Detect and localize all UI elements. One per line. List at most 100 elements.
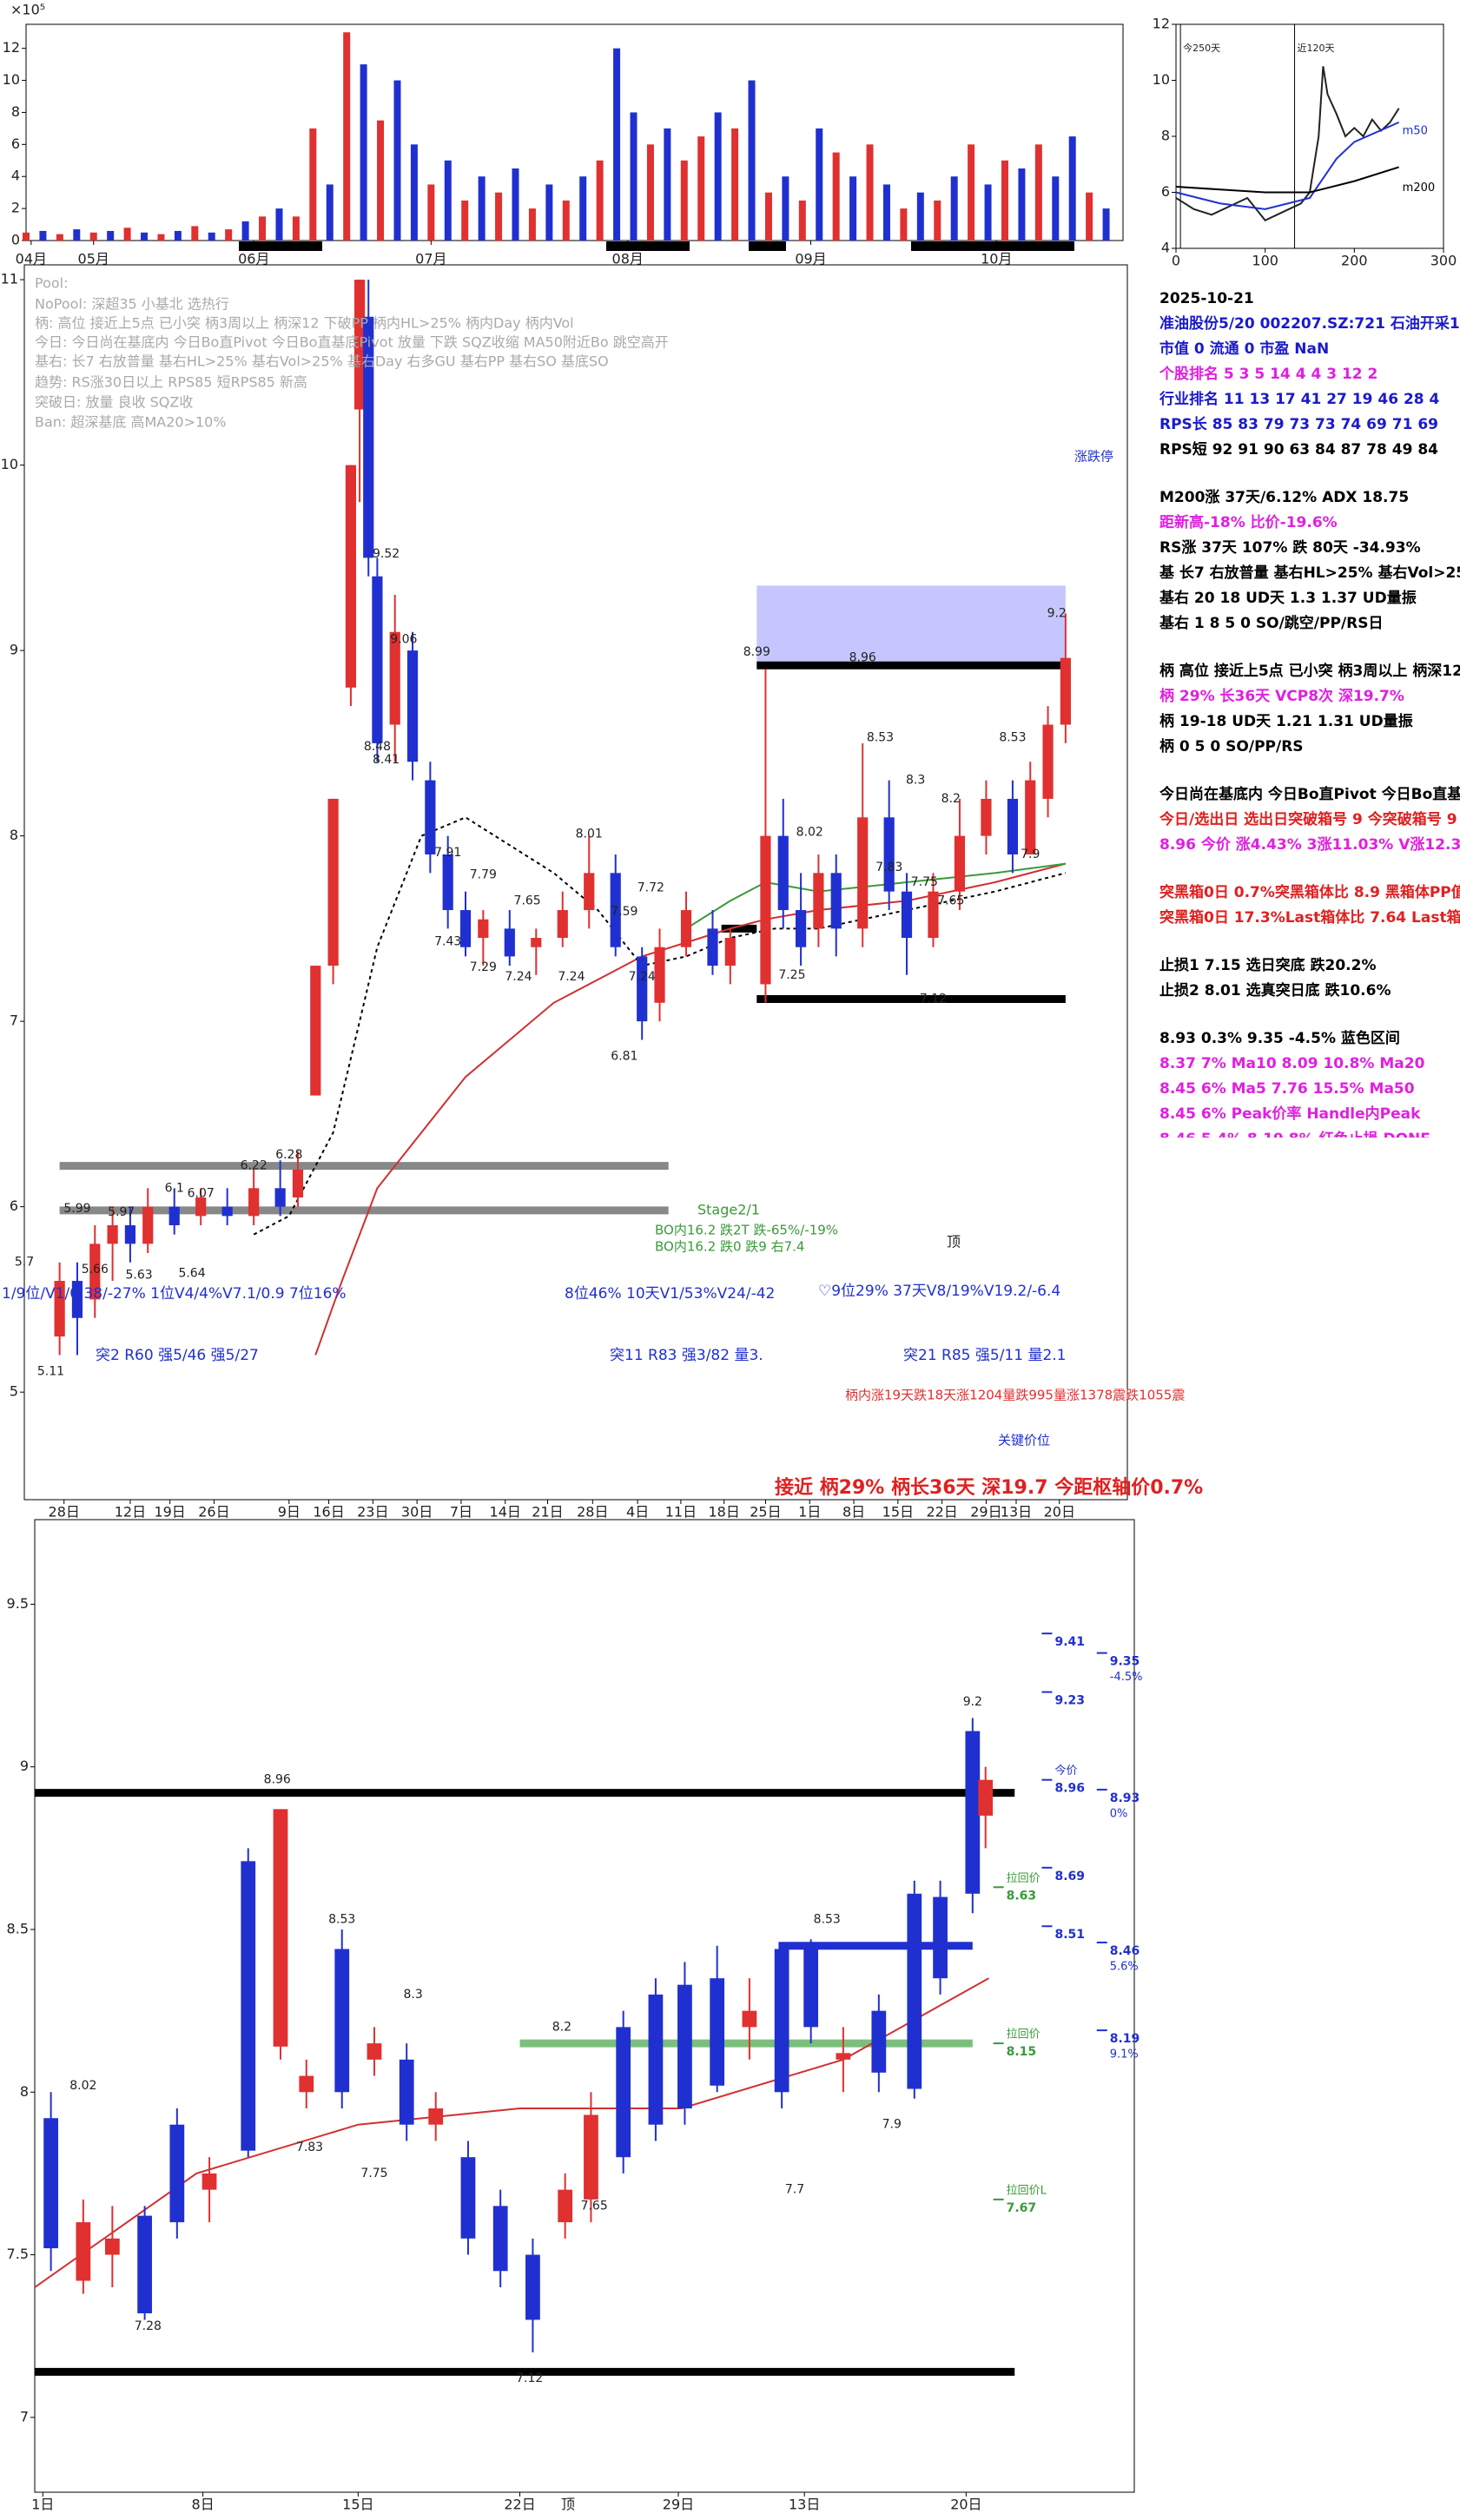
info-group: 8.93 0.3% 9.35 -4.5% 蓝色区间 8.37 7% Ma10 8… [1159,1026,1460,1138]
annotation: 今日: 今日尚在基底内 今日Bo直Pivot 今日Bo直基底Pivot 放量 下… [35,334,669,351]
candle-body [399,2059,414,2125]
annotation: 顶 [561,2497,575,2513]
volume-bar [1018,168,1026,241]
y-tick-label: 7 [20,2408,29,2424]
volume-bar [1068,136,1076,241]
x-tick-label: 13日 [1001,1504,1032,1521]
candle-body [54,1281,65,1337]
info-line: RPS长 85 83 79 73 73 74 69 71 69 [1159,416,1438,433]
price-label: 5.66 [82,1263,109,1276]
price-label: 7.91 [434,846,461,860]
price-label: 8.53 [999,730,1026,744]
x-tick-label: 1日 [31,2497,54,2513]
info-line: 基 长7 右放普量 基右HL>25% 基右Vol>25% [1159,564,1460,582]
x-tick-label: 11日 [665,1504,697,1521]
plot-frame [23,264,1128,1501]
price-label: 7.65 [937,894,964,907]
x-tick-label: 13日 [789,2497,820,2513]
volume-bar [275,208,283,241]
price-label: 5.63 [125,1269,152,1283]
x-tick-label: 14日 [490,1504,521,1521]
candle-body [389,631,400,725]
volume-bar [1001,160,1008,241]
volume-bar [461,200,469,241]
candle-body [531,938,542,947]
candle-body [428,2108,444,2125]
candle-body [478,919,489,939]
price-label: 5.11 [37,1365,64,1379]
candle-body [610,873,621,947]
y-tick-label: 10 [1,456,18,472]
info-line: 准油股份5/20 002207.SZ:721 石油开采11 [1159,315,1460,333]
volume-bar [916,192,924,241]
pull-mark-value: 8.63 [1007,1889,1037,1903]
x-tick-label: 8日 [192,2497,215,2513]
info-line: RPS短 92 91 90 63 84 87 78 49 84 [1159,441,1438,458]
candle-body [954,835,966,892]
volume-bar [326,184,334,241]
price-label: 9.06 [390,632,417,646]
candle-body [901,891,913,939]
annotation: 突11 R83 强3/82 量3. [610,1347,763,1364]
x-tick-label: 29日 [663,2497,694,2513]
info-line: 柄 高位 接近上5点 已小突 柄3周以上 柄深12 [1159,663,1460,680]
volume-bar [664,128,671,241]
annotation: BO内16.2 跌0 跌9 右7.4 [655,1239,804,1255]
x-tick-label: 4日 [626,1504,649,1521]
info-line: 突黑箱0日 17.3%Last箱体比 7.64 Last箱体P [1159,909,1460,927]
candle-body [363,316,374,558]
volume-bar [292,216,300,241]
candle-body [710,1978,725,2086]
info-line: 行业排名 11 13 17 41 27 19 46 28 4 [1159,391,1440,408]
candle-body [883,817,895,892]
y-tick-label: 7.5 [7,2246,29,2262]
info-group: 柄 高位 接近上5点 已小突 柄3周以上 柄深12 柄 29% 长36天 VCP8… [1159,659,1460,760]
pull-mark-value: 7.67 [1007,2201,1037,2215]
pull-mark-label: 拉回价 [1007,2029,1040,2042]
candle-body [760,835,771,985]
info-line: 突黑箱0日 0.7%突黑箱体比 8.9 黑箱体PP值 [1159,884,1460,901]
price-label: 8.2 [552,2020,571,2034]
y-tick-label: 9 [10,642,18,658]
y-tick-label: 2 [11,200,20,216]
pct-mark-value: 8.46 [1110,1944,1140,1958]
candle-body [327,798,339,966]
volume-bar [107,230,115,241]
price-label: 6.1 [165,1181,184,1195]
x-tick-label: 26日 [198,1504,229,1521]
x-tick-label: 10月 [981,251,1012,267]
annotation: 趋势: RS涨30日以上 RPS85 短RPS85 新高 [35,374,307,391]
volume-bar [816,128,823,241]
volume-bar [393,80,401,241]
volume-bar [984,184,992,241]
limit-period [606,241,690,251]
right-mark-value: 9.41 [1054,1635,1085,1649]
candle-body [813,873,824,929]
volume-bar [545,184,553,241]
y-tick-label: 9 [20,1758,29,1774]
pct-mark-pct: -4.5% [1110,1671,1143,1684]
volume-bar [309,128,317,241]
price-label: 8.3 [404,1988,423,2002]
volume-bar [225,229,233,241]
price-label: 7.72 [638,881,664,894]
price-label: 8.53 [328,1913,355,1927]
price-label: 7.65 [581,2199,608,2213]
price-label: 7.79 [470,867,497,881]
candle-body [168,1206,180,1225]
candle-body [442,854,453,911]
price-label: 7.28 [135,2319,162,2333]
plot-frame [34,1519,1135,2493]
candle-body [836,2053,851,2060]
price-label: 7.24 [629,970,656,984]
candle-body [372,576,383,743]
candle-body [584,873,595,911]
price-label: 7.59 [611,905,638,919]
y-tick-label: 8 [10,827,18,843]
volume-bar [174,230,182,241]
info-line: RS涨 37天 107% 跌 80天 -34.93% [1159,539,1421,557]
candle-body [137,2215,152,2313]
y-tick-label: 6 [1161,183,1170,200]
info-panel: 2025-10-21 准油股份5/20 002207.SZ:721 石油开采11 市… [1159,287,1460,1138]
volume-bar [1102,208,1110,241]
